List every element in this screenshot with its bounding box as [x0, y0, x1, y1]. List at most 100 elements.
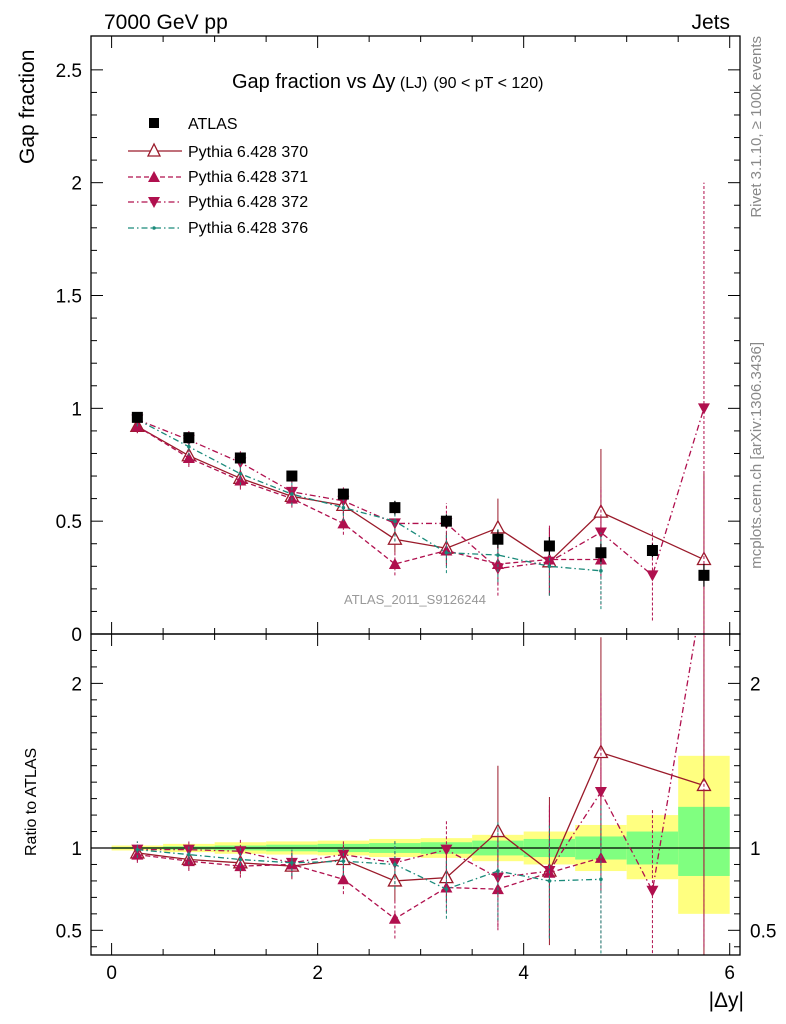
upper-series-376-point [547, 564, 552, 569]
upper-y-tick-label: 2.5 [56, 61, 82, 82]
atlas-point [337, 488, 349, 500]
lower-series-371-point [337, 873, 350, 885]
atlas-point [698, 569, 710, 581]
lower-y-tick-label-right: 1 [750, 839, 761, 860]
upper-series-371-line [137, 425, 601, 565]
upper-series-376-point [599, 569, 603, 573]
legend-376-label: Pythia 6.428 376 [188, 220, 308, 237]
upper-series-371-point [337, 517, 350, 529]
watermark: ATLAS_2011_S9126244 [344, 592, 486, 607]
upper-series-376-point [393, 519, 397, 523]
upper-series-372-point [543, 556, 556, 568]
upper-panel: 0 0.5 1 1.5 2 2.5 Gap fraction Gap fraction v… [16, 36, 740, 646]
side-label-bottom: mcplots.cern.ch [arXiv:1306.3436] [748, 342, 765, 569]
upper-series-376-point [496, 553, 500, 557]
lower-series-371-point [182, 855, 195, 867]
lower-frame [90, 633, 741, 956]
upper-series-370-line [137, 425, 705, 563]
upper-series-371-point [182, 451, 195, 463]
x-tick-label: 6 [724, 963, 735, 984]
chart-title-suffix: (LJ) [395, 75, 427, 92]
upper-series-372-point [646, 570, 659, 582]
legend-370-label: Pythia 6.428 370 [188, 144, 308, 161]
legend-370-marker [146, 142, 162, 157]
chart-title-main: Gap fraction vs [232, 71, 372, 93]
lower-series-376-point [238, 857, 243, 862]
lower-panel: 0.5 0.5 1 1 2 2 0 2 4 6 Ratio to ATLAS |Δy| [23, 634, 776, 1012]
lower-series-372-point [646, 885, 659, 897]
atlas-point [440, 515, 452, 527]
x-tick-label: 2 [312, 963, 323, 984]
header-left: 7000 GeV pp [104, 11, 228, 34]
upper-marks [129, 182, 712, 634]
header-right: Jets [691, 11, 730, 34]
upper-series-370-point [387, 530, 403, 545]
upper-series-371-point [388, 558, 401, 570]
lower-series-372-point [440, 844, 453, 856]
upper-y-ticks: 0 0.5 1 1.5 2 2.5 [56, 36, 740, 646]
upper-y-tick-label: 1.5 [56, 287, 82, 308]
x-tick-label: 4 [518, 963, 529, 984]
side-label-top: Rivet 3.1.10, ≥ 100k events [748, 36, 765, 218]
lower-series-376-point [187, 852, 191, 857]
upper-series-376-point [341, 505, 346, 510]
upper-series-376-point [444, 550, 449, 555]
ratio-bands [111, 755, 730, 914]
upper-y-tick-label: 0 [71, 625, 82, 646]
lower-series-376-point [393, 862, 397, 867]
upper-y-label: Gap fraction [16, 50, 39, 164]
upper-series-372-line [137, 408, 705, 577]
lower-ticks: 0.5 0.5 1 1 2 2 0 2 4 6 [56, 634, 776, 984]
lower-y-label: Ratio to ATLAS [23, 748, 40, 856]
lower-series-370-point [387, 872, 403, 887]
atlas-point [646, 545, 658, 557]
chart-title-range: (90 < pT < 120) [433, 75, 543, 92]
lower-series-376-point [290, 861, 294, 865]
lower-series-371-line [137, 853, 602, 920]
lower-series-370-point [593, 744, 609, 759]
upper-series-376-line [137, 419, 601, 572]
lower-series-376-point [496, 869, 500, 873]
chart-title: Gap fraction vs Δy (LJ) (90 < pT < 120) [232, 71, 543, 93]
lower-y-tick-label-right: 2 [750, 674, 761, 695]
atlas-point [595, 547, 607, 559]
legend-376-marker [152, 226, 156, 230]
lower-series-376-point [444, 887, 449, 891]
lower-series-376-point [341, 859, 346, 863]
lower-series-376-line [137, 848, 601, 890]
lower-y-tick-label: 2 [71, 674, 82, 695]
legend-372-label: Pythia 6.428 372 [188, 194, 308, 211]
lower-marks [129, 634, 712, 955]
upper-y-tick-label: 1 [71, 399, 82, 420]
lower-y-tick-label-right: 0.5 [750, 921, 776, 942]
legend-data-marker [149, 118, 159, 128]
x-tick-label: 0 [106, 963, 117, 984]
legend-371-marker [148, 171, 160, 182]
atlas-point [389, 502, 401, 514]
lower-series-376-point [599, 877, 603, 882]
legend-372-marker [148, 197, 160, 208]
atlas-point [492, 533, 504, 545]
lower-series-372-point [182, 844, 195, 856]
atlas-point [183, 432, 195, 444]
atlas-point [131, 411, 143, 423]
lower-series-372-point [594, 787, 607, 799]
upper-series-372-point [697, 403, 710, 415]
lower-series-376-point [135, 847, 140, 852]
lower-series-371-point [388, 912, 401, 924]
legend: ATLAS Pythia 6.428 370 Pythia 6.428 371 … [128, 116, 308, 237]
upper-series-376-point [238, 471, 243, 476]
legend-371-label: Pythia 6.428 371 [188, 169, 308, 186]
lower-y-tick-label: 0.5 [56, 921, 82, 942]
x-axis-label: |Δy| [709, 989, 744, 1012]
upper-y-tick-label: 0.5 [56, 512, 82, 533]
atlas-point [543, 540, 555, 552]
lower-y-tick-label: 1 [71, 839, 82, 860]
lower-series-372-line [137, 634, 697, 893]
upper-series-376-point [290, 492, 294, 496]
lower-series-376-point [547, 879, 552, 883]
atlas-point [286, 470, 298, 482]
atlas-point [234, 452, 246, 464]
upper-series-372-point [491, 563, 504, 575]
